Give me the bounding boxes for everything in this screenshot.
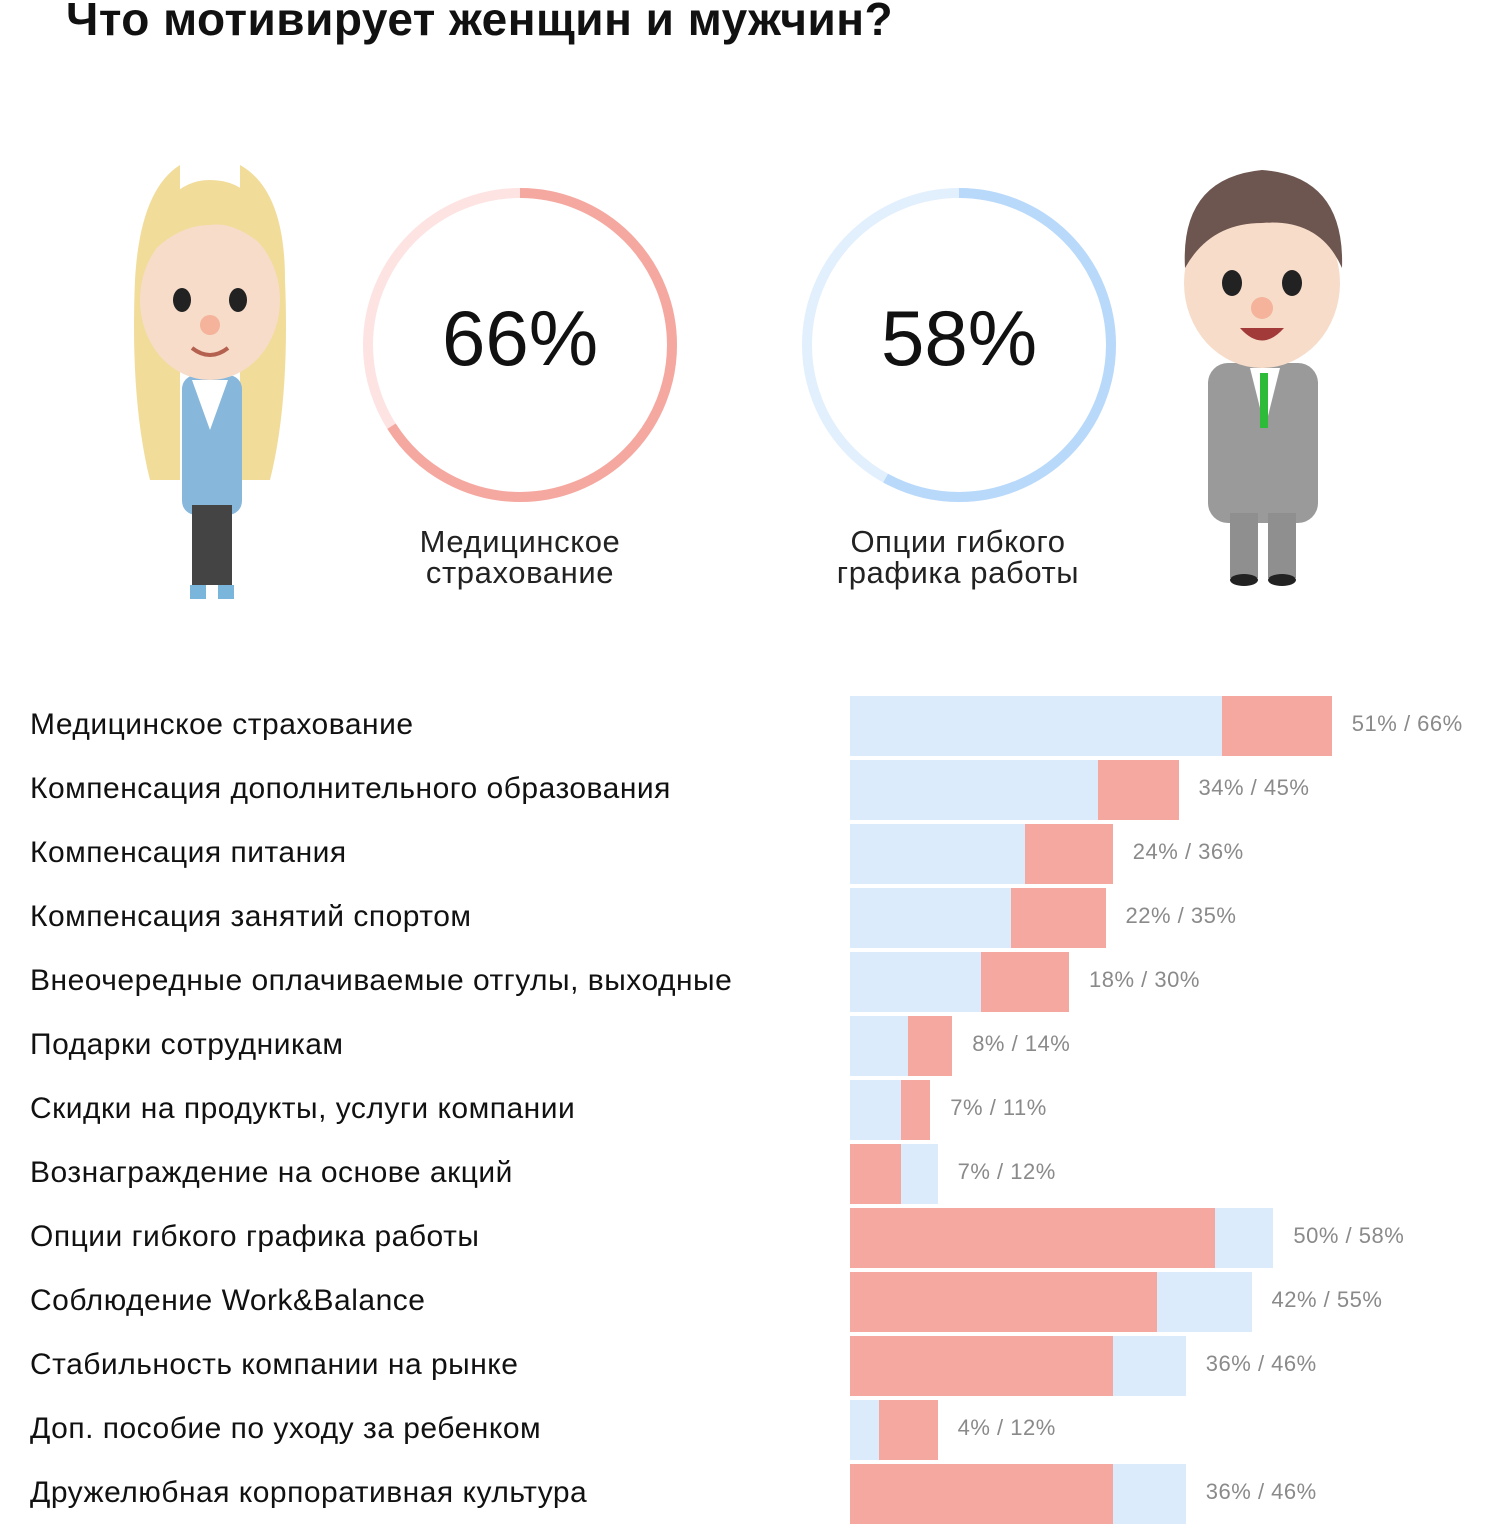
men-ring: 58% (799, 185, 1119, 505)
bar-value-label: 8% / 14% (972, 1031, 1071, 1056)
category-label: Компенсация питания (30, 836, 347, 869)
bar-value-label: 7% / 12% (957, 1159, 1056, 1184)
category-label: Компенсация дополнительного образования (30, 772, 671, 805)
category-label: Внеочередные оплачиваемые отгулы, выходн… (30, 964, 733, 997)
men-ring-label: Опции гибкого графика работы (778, 526, 1138, 588)
category-label: Доп. пособие по уходу за ребенком (30, 1412, 542, 1445)
bar-value-label: 51% / 66% (1351, 711, 1463, 736)
bar-value-label: 4% / 12% (957, 1415, 1056, 1440)
women-ring-arc (363, 188, 677, 502)
bar-value-label: 42% / 55% (1271, 1287, 1383, 1312)
bar-value-label: 18% / 30% (1089, 967, 1200, 992)
bar-value-label: 34% / 45% (1198, 775, 1310, 800)
women-ring-label-line: Медицинское (419, 524, 621, 559)
bar-smaller-value (850, 1464, 1113, 1524)
woman-avatar-icon (134, 165, 286, 599)
category-label: Опции гибкого графика работы (30, 1220, 480, 1253)
bar-smaller-value (850, 760, 1099, 820)
category-label: Компенсация занятий спортом (30, 900, 472, 933)
women-ring-chart (363, 188, 677, 502)
category-label: Медицинское страхование (30, 708, 414, 741)
category-label: Скидки на продукты, услуги компании (30, 1092, 576, 1125)
bar-smaller-value (850, 1080, 902, 1140)
category-label: Подарки сотрудникам (30, 1028, 344, 1061)
category-label: Соблюдение Work&Balance (30, 1284, 426, 1317)
women-ring-value: 66% (441, 294, 599, 382)
women-ring-label: Медицинское страхование (340, 526, 700, 588)
women-ring-label-line: страхование (425, 555, 615, 590)
bar-value-label: 24% / 36% (1132, 839, 1244, 864)
bar-smaller-value (850, 1400, 880, 1460)
bar-value-label: 22% / 35% (1125, 903, 1237, 928)
bar-smaller-value (850, 1016, 909, 1076)
bar-smaller-value (850, 1336, 1113, 1396)
category-label: Дружелюбная корпоративная культура (30, 1476, 588, 1509)
bar-smaller-value (850, 824, 1026, 884)
men-ring-label-line: Опции гибкого (850, 524, 1066, 559)
bar-smaller-value (850, 952, 982, 1012)
bar-value-label: 36% / 46% (1205, 1351, 1317, 1376)
bar-smaller-value (850, 1208, 1215, 1268)
bar-value-label: 50% / 58% (1293, 1223, 1405, 1248)
men-ring-chart (802, 188, 1116, 502)
men-ring-arc (802, 188, 1116, 502)
category-label: Стабильность компании на рынке (30, 1348, 519, 1381)
men-ring-label-line: графика работы (836, 555, 1080, 590)
men-ring-value: 58% (880, 294, 1038, 382)
category-label: Вознаграждение на основе акций (30, 1156, 513, 1189)
bar-smaller-value (850, 1272, 1157, 1332)
bar-value-label: 7% / 11% (950, 1095, 1047, 1120)
women-ring: 66% (360, 185, 680, 505)
bar-smaller-value (850, 1144, 902, 1204)
bar-smaller-value (850, 696, 1223, 756)
page-title: Что мотивирует женщин и мужчин? (66, 0, 894, 45)
bar-value-label: 36% / 46% (1205, 1479, 1317, 1504)
bar-smaller-value (850, 888, 1011, 948)
man-avatar-icon (1184, 170, 1343, 586)
